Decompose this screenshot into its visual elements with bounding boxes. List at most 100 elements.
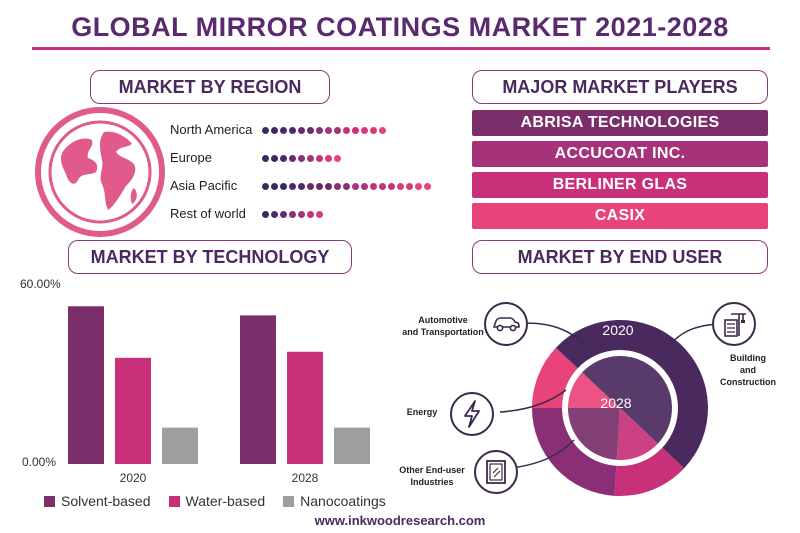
bar — [115, 357, 151, 464]
region-dot — [361, 182, 368, 190]
region-dot — [298, 154, 305, 162]
bar — [240, 315, 276, 464]
region-dots — [262, 125, 386, 135]
region-dot — [415, 182, 422, 190]
region-dots — [262, 209, 323, 219]
region-dot — [271, 182, 278, 190]
region-dot — [307, 154, 314, 162]
region-dot — [316, 210, 323, 218]
region-dot — [262, 126, 269, 134]
region-dot — [352, 126, 359, 134]
bar — [287, 351, 323, 464]
region-dot — [271, 210, 278, 218]
y-tick-label: 0.00% — [22, 455, 56, 469]
ring-label-outer: 2020 — [602, 322, 633, 338]
region-dot — [262, 210, 269, 218]
region-dot — [334, 126, 341, 134]
legend-swatch-water — [168, 495, 180, 507]
region-dot — [289, 210, 296, 218]
legend-swatch-nano — [283, 495, 295, 507]
donut-outer-segment — [532, 408, 617, 496]
region-dot — [307, 182, 314, 190]
region-dot — [316, 126, 323, 134]
x-tick-label: 2020 — [120, 471, 147, 485]
region-dot — [262, 182, 269, 190]
region-dot — [325, 182, 332, 190]
region-dot — [280, 126, 287, 134]
region-dot — [298, 182, 305, 190]
title-underline — [32, 47, 770, 50]
technology-bar-chart: 60.00% 0.00% 2020 2028 — [20, 277, 370, 485]
donut-ring-divider — [563, 351, 677, 465]
region-dot — [406, 182, 413, 190]
x-tick-label: 2028 — [292, 471, 319, 485]
legend-solvent-based: Solvent-based — [44, 493, 151, 509]
player-accucoat: ACCUCOAT INC. — [472, 141, 768, 167]
region-dot — [424, 182, 431, 190]
region-dot — [307, 210, 314, 218]
region-dot — [298, 210, 305, 218]
region-label: Europe — [170, 150, 212, 165]
bar — [162, 427, 198, 464]
label-automotive: Automotive and Transportation — [402, 315, 484, 337]
region-dot — [343, 182, 350, 190]
region-dot — [271, 126, 278, 134]
player-berliner-glas: BERLINER GLAS — [472, 172, 768, 198]
player-abrisa-technologies: ABRISA TECHNOLOGIES — [472, 110, 768, 136]
player-casix: CASIX — [472, 203, 768, 229]
region-dot — [388, 182, 395, 190]
region-dot — [289, 154, 296, 162]
donut-inner-segment — [568, 408, 620, 460]
region-dot — [262, 154, 269, 162]
donut-inner-segment — [616, 408, 658, 460]
region-dot — [325, 154, 332, 162]
market-by-end-user-header: MARKET BY END USER — [472, 240, 768, 274]
legend-label-water: Water-based — [185, 493, 266, 509]
page-title: GLOBAL MIRROR COATINGS MARKET 2021-2028 — [71, 12, 729, 42]
label-building: Building and Construction — [720, 353, 776, 387]
region-dot — [397, 182, 404, 190]
region-dot — [307, 126, 314, 134]
region-dot — [316, 182, 323, 190]
donut-outer-segment — [614, 447, 685, 496]
donut-inner-segment — [582, 356, 672, 444]
lightning-icon — [450, 392, 494, 436]
region-dot — [289, 126, 296, 134]
legend-label-nano: Nanocoatings — [300, 493, 386, 509]
major-market-players-header: MAJOR MARKET PLAYERS — [472, 70, 768, 104]
region-dot — [280, 182, 287, 190]
end-user-donut-chart: 2020 2028 — [532, 320, 708, 496]
region-label: Rest of world — [170, 206, 246, 221]
donut-outer-segment — [532, 347, 578, 408]
region-dot — [271, 154, 278, 162]
y-tick-label: 60.00% — [20, 277, 61, 291]
region-dot — [370, 126, 377, 134]
market-by-technology-header: MARKET BY TECHNOLOGY — [68, 240, 352, 274]
bar — [68, 306, 104, 464]
car-icon — [484, 302, 528, 346]
globe-icon — [35, 107, 165, 237]
region-dot — [361, 126, 368, 134]
region-dot — [289, 182, 296, 190]
donut-outer-segment — [555, 320, 708, 469]
region-dot — [280, 154, 287, 162]
region-dot — [334, 182, 341, 190]
footer-url: www.inkwoodresearch.com — [314, 513, 486, 528]
window-icon — [474, 450, 518, 494]
region-dot — [352, 182, 359, 190]
region-label: North America — [170, 122, 253, 137]
region-dot — [325, 126, 332, 134]
legend-water-based: Water-based — [168, 493, 266, 509]
legend-label-solvent: Solvent-based — [61, 493, 151, 509]
region-label: Asia Pacific — [170, 178, 238, 193]
region-dot — [379, 182, 386, 190]
legend-swatch-solvent — [44, 495, 55, 507]
building-crane-icon — [712, 302, 756, 346]
ring-label-inner: 2028 — [600, 395, 631, 411]
region-dot — [334, 154, 341, 162]
label-energy: Energy — [406, 407, 438, 417]
legend-nanocoatings: Nanocoatings — [283, 493, 386, 509]
region-dots — [262, 153, 341, 163]
donut-inner-segment — [568, 372, 620, 408]
bar — [334, 427, 370, 464]
